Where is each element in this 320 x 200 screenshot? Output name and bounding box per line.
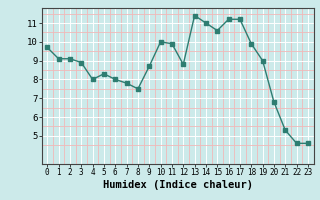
X-axis label: Humidex (Indice chaleur): Humidex (Indice chaleur): [103, 180, 252, 190]
